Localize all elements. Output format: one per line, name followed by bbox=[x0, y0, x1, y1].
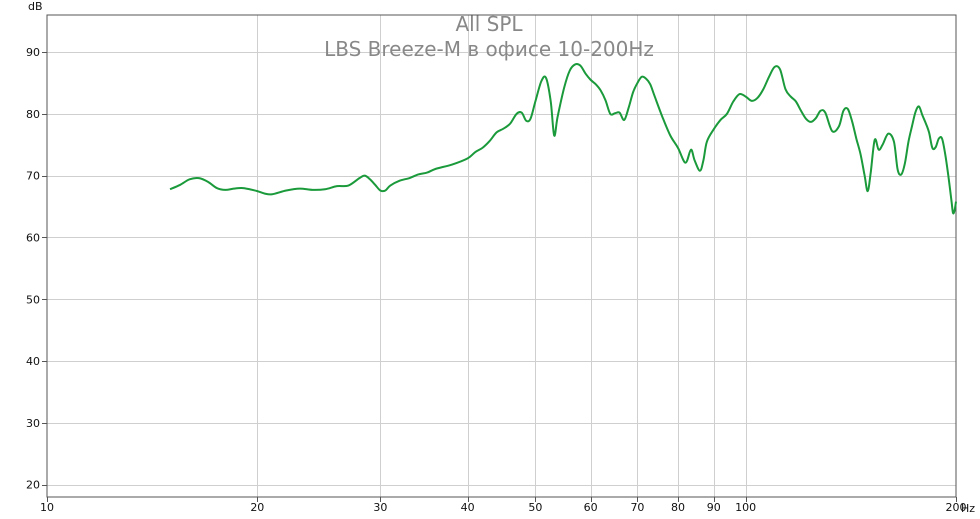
x-tick-label: 10 bbox=[40, 501, 54, 514]
x-tick-label: 30 bbox=[373, 501, 387, 514]
x-tick-label: 90 bbox=[707, 501, 721, 514]
x-tick-label: 200 bbox=[946, 501, 967, 514]
y-tick-label: 50 bbox=[26, 293, 40, 306]
x-tick-label: 60 bbox=[584, 501, 598, 514]
y-tick-label: 40 bbox=[26, 355, 40, 368]
y-tick-label: 60 bbox=[26, 231, 40, 244]
chart-title: All SPL bbox=[455, 12, 523, 36]
x-tick-label: 70 bbox=[630, 501, 644, 514]
grid bbox=[47, 15, 956, 497]
x-tick-label: 20 bbox=[250, 501, 264, 514]
x-tick-label: 80 bbox=[671, 501, 685, 514]
x-tick-label: 50 bbox=[528, 501, 542, 514]
y-tick-label: 70 bbox=[26, 170, 40, 183]
x-axis-unit: Hz bbox=[961, 502, 975, 515]
y-axis-unit: dB bbox=[28, 0, 43, 13]
x-tick-label: 40 bbox=[461, 501, 475, 514]
spl-curve bbox=[169, 63, 957, 215]
y-tick-label: 80 bbox=[26, 108, 40, 121]
x-tick-label: 100 bbox=[735, 501, 756, 514]
y-tick-label: 20 bbox=[26, 479, 40, 492]
chart-subtitle: LBS Breeze-M в офисе 10-200Hz bbox=[324, 37, 654, 61]
y-tick-label: 90 bbox=[26, 46, 40, 59]
series bbox=[169, 63, 957, 215]
plot-frame bbox=[46, 14, 957, 498]
plot-background bbox=[47, 15, 956, 497]
y-tick-label: 30 bbox=[26, 417, 40, 430]
